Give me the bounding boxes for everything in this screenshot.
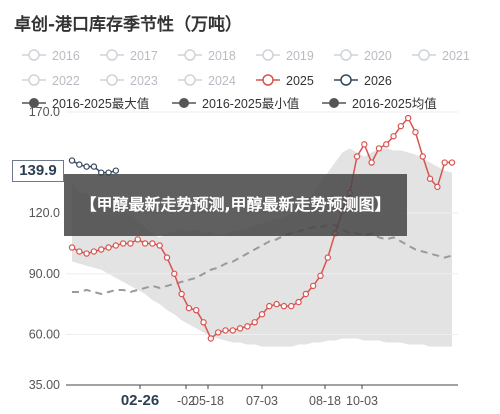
legend-marker-2025 [262, 74, 274, 86]
series-2025-point [222, 327, 229, 334]
series-2025-point [258, 311, 266, 318]
legend-marker-2020 [340, 49, 352, 61]
series-2025-point [134, 236, 141, 243]
series-2025-point [163, 254, 171, 261]
legend-marker-2016 [28, 49, 40, 61]
legend-marker-2022 [28, 74, 40, 86]
x-tick-label: 10-03 [346, 394, 378, 408]
legend-marker-2024 [184, 74, 196, 86]
series-2025-point [207, 335, 215, 342]
x-tick-label: 07-03 [246, 394, 278, 408]
x-tick-label: 05-18 [192, 394, 224, 408]
series-2025-point [141, 240, 149, 247]
series-2025-point [280, 302, 288, 310]
series-2025-point [295, 298, 302, 306]
series-2025-point [119, 240, 127, 247]
legend-label-2016-2025最小值: 2016-2025最小值 [202, 96, 299, 111]
series-2025-point [149, 240, 156, 247]
series-2025-point [244, 323, 251, 330]
series-2025-point [178, 290, 185, 298]
series-2026-point [76, 161, 83, 168]
series-2025-point [127, 240, 134, 247]
legend-label-2016-2025最大值: 2016-2025最大值 [52, 96, 149, 111]
series-2025-point [214, 329, 222, 336]
series-2025-point [288, 302, 295, 310]
series-2025-point [353, 153, 361, 160]
series-2025-point [309, 282, 317, 290]
series-2025-point [448, 159, 456, 166]
series-2025-point [251, 319, 258, 326]
series-2025-point [383, 141, 390, 148]
series-2025-point [390, 133, 397, 140]
series-2025-point [193, 306, 200, 314]
series-2025-point [375, 145, 383, 152]
legend-marker-2023 [106, 74, 118, 86]
legend-marker-2016-2025最大值 [29, 98, 39, 108]
series-2025-point [156, 242, 163, 249]
legend-label-2021: 2021 [442, 49, 470, 63]
legend-marker-2018 [184, 49, 196, 61]
series-2025-point [397, 122, 405, 130]
y-tick-label: 120.0 [29, 206, 60, 220]
series-2025-point [83, 250, 90, 257]
y-tick-label: 170.0 [29, 105, 60, 119]
legend-marker-2026 [340, 74, 352, 86]
legend-label-2023: 2023 [130, 74, 158, 88]
current-value-badge: 139.9 [12, 160, 64, 182]
legend-marker-2019 [262, 49, 274, 61]
legend-label-2016-2025均值: 2016-2025均值 [352, 96, 437, 111]
overlay-banner: 【甲醇最新走势预测,甲醇最新走势预测图】 [64, 174, 407, 236]
legend-label-2026: 2026 [364, 74, 392, 88]
series-2025-point [90, 248, 98, 255]
series-2026-point [90, 163, 98, 170]
series-2025-point [98, 246, 105, 253]
x-tick-label: 02-26 [121, 392, 159, 409]
legend-label-2022: 2022 [52, 74, 80, 88]
legend-label-2025: 2025 [286, 74, 314, 88]
series-2025-point [200, 319, 207, 326]
legend-label-2024: 2024 [208, 74, 236, 88]
series-2025-point [273, 300, 280, 308]
series-2025-point [441, 159, 448, 166]
series-2025-point [302, 290, 310, 298]
series-2025-point [236, 325, 244, 332]
series-2025-point [404, 114, 412, 122]
series-2025-point [171, 270, 178, 277]
legend-label-2019: 2019 [286, 49, 314, 63]
x-tick-label: -02 [177, 394, 195, 408]
x-tick-label: 08-18 [309, 394, 341, 408]
series-2025-point [105, 244, 112, 251]
series-2025-point [419, 153, 426, 160]
series-2026-point [68, 157, 76, 164]
series-2025-point [426, 175, 434, 182]
legend-marker-2016-2025最小值 [179, 98, 189, 108]
legend-label-2020: 2020 [364, 49, 392, 63]
series-2026-point [83, 163, 90, 170]
legend-label-2018: 2018 [208, 49, 236, 63]
y-tick-label: 90.00 [29, 267, 60, 281]
legend-label-2016: 2016 [52, 49, 80, 63]
series-2025-point [412, 129, 419, 136]
y-tick-label: 35.00 [29, 378, 60, 392]
legend-marker-2017 [106, 49, 118, 61]
legend-label-2017: 2017 [130, 49, 158, 63]
legend-marker-2016-2025均值 [329, 98, 339, 108]
series-2025-point [434, 183, 441, 191]
series-2025-point [361, 141, 368, 148]
series-2025-point [324, 254, 331, 261]
series-2025-point [112, 242, 120, 249]
series-2025-point [185, 304, 193, 312]
series-2026-point [112, 167, 120, 174]
series-2025-point [68, 244, 76, 251]
series-2025-point [266, 302, 273, 310]
legend-marker-2021 [418, 49, 430, 61]
y-tick-label: 60.00 [29, 327, 60, 341]
chart-title: 卓创-港口库存季节性（万吨） [14, 15, 243, 35]
series-2025-point [368, 159, 375, 166]
series-2025-point [76, 248, 83, 255]
series-average-line [72, 224, 453, 296]
series-2025-point [229, 327, 236, 334]
series-2025-point [317, 272, 324, 279]
